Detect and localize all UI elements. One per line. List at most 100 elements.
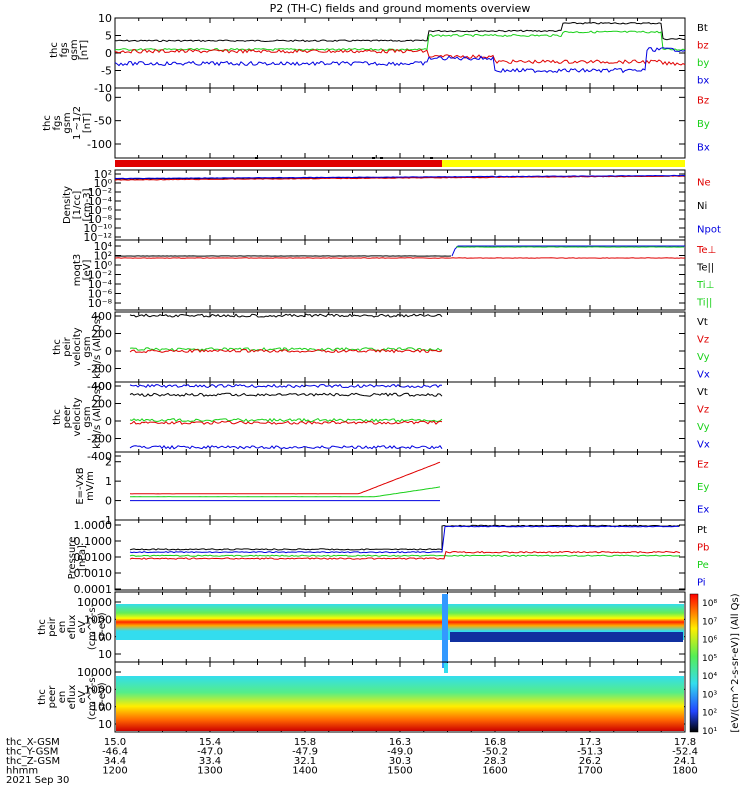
y-axis-label: fgs [52,115,63,130]
series-Pb [129,550,681,560]
series-Pi [129,525,680,554]
series-Vz [129,348,443,354]
y-tick-label: 10⁰ [94,177,113,190]
y-axis-label: fgs [59,42,70,57]
y-axis-label: thc [37,689,48,705]
status-bar-red [115,160,442,167]
x-axis-value: -47.0 [197,747,223,758]
x-axis-value: -51.3 [577,747,603,758]
y-axis-label: [eV] [82,260,93,281]
y-tick-label: 10 [98,648,112,661]
legend-Ti⊥: Ti⊥ [696,280,714,291]
colorbar-tick: 10⁷ [702,617,717,627]
y-tick-label: -100 [87,138,112,151]
y-axis-label: en [57,621,68,634]
legend-Pb: Pb [697,542,709,553]
legend-Ex: Ex [697,505,709,516]
y-tick-label: 10⁻⁴ [88,278,113,291]
y-axis-label: gsm [62,112,73,133]
y-axis-label: sr-eV) [97,612,108,641]
x-axis-value: 1800 [672,766,697,777]
y-tick-label: -10 [94,82,112,95]
series-bx [114,47,686,74]
y-tick-label: 2 [105,456,112,469]
x-axis-value: 15.8 [294,737,316,748]
series-Ne [114,175,685,181]
x-axis-date: 2021 Sep 30 [6,775,69,786]
y-tick-label: -1 [101,514,112,527]
y-tick-label: 10⁻⁶ [88,288,113,301]
y-tick-label: 0 [105,495,112,508]
x-axis-value: 34.4 [104,756,126,767]
x-axis-value: -49.0 [387,747,413,758]
y-tick-label: 10⁻⁸ [88,297,113,310]
y-axis-label: thc [37,619,48,635]
y-tick-label: 10⁻² [88,269,112,282]
legend-bz: bz [697,40,709,51]
legend-Bt: Bt [697,23,708,34]
y-tick-label: 10² [94,168,112,181]
y-tick-label: 0 [105,91,112,104]
y-axis-label: thc [49,42,60,58]
y-axis-label: km/s (All Qs) [92,385,103,449]
y-axis-label: velocity [72,397,83,436]
y-axis-label: 1 ~1/2 [72,106,83,140]
y-axis-label: [nPa] [77,545,88,571]
x-axis-value: 1300 [197,766,222,777]
legend-Te||: Te|| [696,262,714,273]
y-axis-label: gsm [69,39,80,60]
y-tick-label: -400 [87,450,112,463]
x-axis-value: -50.2 [482,747,508,758]
bar-marker [430,157,433,159]
legend-Ni: Ni [697,201,707,212]
x-axis-value: 32.1 [294,756,316,767]
y-tick-label: 5 [105,30,112,43]
x-axis-value: 33.4 [199,756,221,767]
ion-low-energy-band [450,632,683,642]
series-Vt [129,313,443,318]
legend-Vx: Vx [697,369,710,380]
colorbar-tick: 10² [702,709,717,719]
legend-Vz: Vz [697,404,709,415]
series-bz [114,48,686,66]
x-axis-value: 1500 [387,766,412,777]
electron-spike [444,663,448,673]
y-tick-label: 10⁻² [88,186,112,199]
electron-spectrum-fill [116,676,684,731]
x-axis-value: -52.4 [672,747,698,758]
y-tick-label: 1.0000 [74,519,113,532]
bar-marker [255,157,258,159]
x-axis-value: 1700 [577,766,602,777]
y-tick-label: 10⁻⁸ [88,213,113,226]
colorbar [689,593,699,733]
x-axis-value: 1400 [292,766,317,777]
y-axis-label: thc [42,115,53,131]
legend-Pt: Pt [697,525,707,536]
x-axis-value: 1600 [482,766,507,777]
legend-Vz: Vz [697,334,709,345]
y-axis-label: Pressure [67,537,78,580]
y-axis-label: E=-VxB [75,467,86,504]
figure-title: P2 (TH-C) fields and ground moments over… [270,2,531,15]
y-axis-label: peer [47,685,58,709]
colorbar-tick: 10⁸ [702,599,717,609]
legend-Pe: Pe [697,560,709,571]
x-axis-row-label: thc_Z-GSM [6,756,60,767]
y-tick-label: 1000 [84,613,112,626]
legend-Ne: Ne [697,178,711,189]
series-Vx [129,444,443,450]
colorbar-tick: 10⁶ [702,636,717,646]
y-axis-label: peir [62,336,73,356]
y-axis-label: moqt3 [72,254,83,287]
colorbar-tick: 10⁴ [702,672,717,682]
y-axis-label: [nT] [82,113,93,133]
bar-marker [372,157,375,159]
series-Vz [129,420,443,425]
y-tick-label: 10⁻¹⁰ [83,222,112,235]
y-axis-label: [1/cc] [72,191,83,220]
x-axis-value: 17.8 [674,737,696,748]
y-tick-label: 0 [105,345,112,358]
legend-By: By [697,119,710,130]
y-tick-label: 0.0100 [74,551,113,564]
x-axis-value: 24.1 [674,756,696,767]
